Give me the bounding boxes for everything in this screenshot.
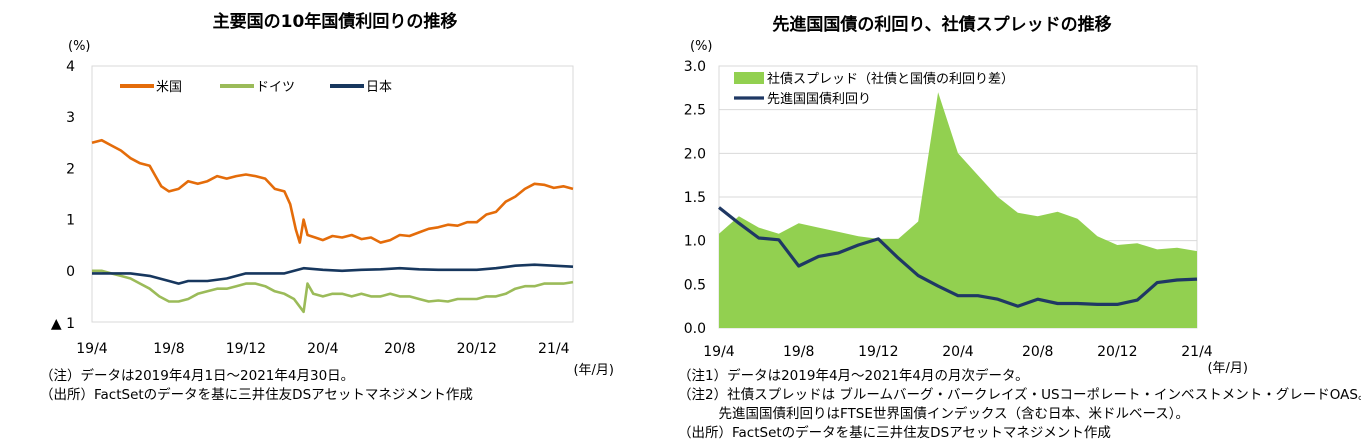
right-x-tick-label: 19/12: [858, 344, 898, 360]
left-y-unit: (%): [68, 39, 91, 54]
left-series-line: [92, 269, 574, 314]
left-x-tick-label: 19/4: [76, 341, 108, 357]
left-x-tick-label: 20/4: [307, 341, 339, 357]
left-x-ticks: 19/4 19/8 19/12 20/4 20/8 20/12 21/4: [76, 341, 569, 357]
left-series-line: [92, 263, 574, 285]
right-legend-label: 社債スプレッド（社債と国債の利回り差）: [767, 71, 1014, 87]
right-y-tick-label: 2.5: [684, 103, 706, 119]
left-legend-label: 米国: [156, 80, 182, 95]
right-y-tick-label: 3.0: [684, 59, 706, 75]
right-y-tick-label: 0.5: [684, 277, 706, 293]
right-x-tick-label: 20/4: [942, 344, 974, 360]
right-x-ticks: 19/4 19/8 19/12 20/4 20/8 20/12 21/4: [703, 344, 1213, 360]
left-y-tick-label: ▲ 1: [51, 316, 75, 332]
left-x-tick-label: 19/8: [153, 341, 184, 357]
right-note-1: （注1）データは2019年4月～2021年4月の月次データ。: [678, 367, 1029, 384]
right-yield-line: [718, 206, 1198, 308]
left-y-ticks: 4 3 2 1 0 ▲ 1: [51, 59, 75, 332]
left-note-1: （注）データは2019年4月1日～2021年4月30日。: [40, 367, 354, 384]
left-y-tick-label: 3: [66, 110, 75, 126]
right-y-tick-label: 1.5: [684, 190, 706, 206]
left-x-tick-label: 21/4: [538, 341, 570, 357]
left-series-line: [91, 138, 574, 244]
left-legend: 米国 ドイツ 日本: [120, 80, 392, 95]
left-y-tick-label: 2: [66, 161, 75, 177]
right-y-tick-label: 0.0: [684, 321, 706, 337]
right-y-unit: (%): [690, 39, 713, 54]
right-legend-label: 先進国国債利回り: [767, 92, 871, 107]
left-legend-label: 日本: [366, 80, 392, 95]
source-notes: （注）データは2019年4月1日～2021年4月30日。 （出所）FactSet…: [40, 367, 1361, 441]
left-y-tick-label: 1: [66, 213, 75, 229]
right-y-tick-label: 1.0: [684, 234, 706, 250]
left-plot-area: [91, 65, 574, 323]
right-chart-title: 先進国国債の利回り、社債スプレッドの推移: [772, 14, 1111, 35]
left-legend-label: ドイツ: [256, 80, 295, 95]
right-chart: 先進国国債の利回り、社債スプレッドの推移 (%) 0.0 0.5 1.0 1.5 2.0…: [684, 14, 1248, 376]
left-x-tick-label: 20/12: [457, 341, 497, 357]
right-x-tick-label: 21/4: [1181, 344, 1213, 360]
left-x-unit: (年/月): [573, 363, 614, 378]
right-x-tick-label: 19/4: [703, 344, 735, 360]
right-y-tick-label: 2.0: [684, 146, 706, 162]
left-note-2: （出所）FactSetのデータを基に三井住友DSアセットマネジメント作成: [40, 386, 473, 403]
right-series: [718, 92, 1198, 328]
left-x-tick-label: 19/12: [226, 341, 266, 357]
right-x-tick-label: 20/12: [1097, 344, 1137, 360]
right-legend: 社債スプレッド（社債と国債の利回り差） 先進国国債利回り: [734, 71, 1014, 107]
left-y-tick-label: 0: [66, 264, 75, 280]
left-chart-title: 主要国の10年国債利回りの推移: [213, 11, 458, 32]
right-x-unit: (年/月): [1207, 361, 1248, 376]
right-legend-swatch-area: [734, 72, 764, 84]
right-spread-area: [719, 92, 1197, 328]
left-x-tick-label: 20/8: [384, 341, 415, 357]
right-note-2: （注2）社債スプレッドは ブルームバーグ・バークレイズ・USコーポレート・インベ…: [678, 386, 1361, 403]
right-note-3: 先進国国債利回りはFTSE世界国債インデックス（含む日本、米ドルベース）。: [678, 405, 1189, 422]
right-x-tick-label: 19/8: [783, 344, 814, 360]
right-note-4: （出所）FactSetのデータを基に三井住友DSアセットマネジメント作成: [678, 424, 1111, 441]
left-y-tick-label: 4: [66, 59, 75, 75]
left-series: [91, 138, 574, 314]
right-x-tick-label: 20/8: [1022, 344, 1053, 360]
right-y-ticks: 0.0 0.5 1.0 1.5 2.0 2.5 3.0: [684, 59, 706, 337]
